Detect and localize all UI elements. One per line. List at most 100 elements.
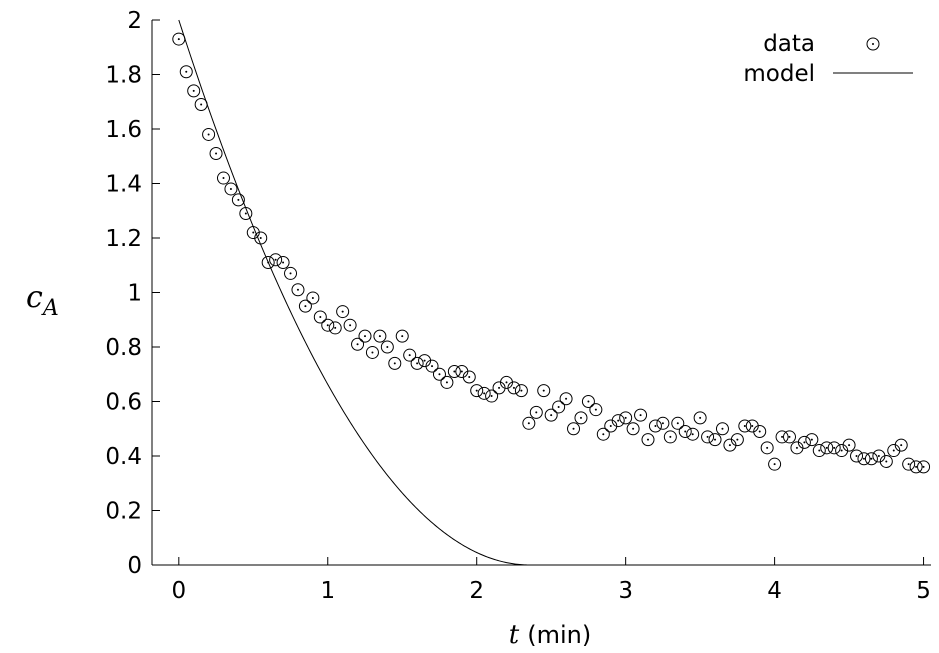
data-point [358, 329, 372, 343]
data-point [276, 256, 290, 270]
data-point [380, 340, 394, 354]
data-point [202, 127, 216, 141]
data-point [760, 441, 774, 455]
y-tick-label: 1.4 [105, 172, 142, 198]
data-point [410, 356, 424, 370]
data-point [797, 435, 811, 449]
data-point [395, 329, 409, 343]
data-point [425, 359, 439, 373]
data-point [306, 291, 320, 305]
data-point [596, 427, 610, 441]
data-point [403, 348, 417, 362]
data-point [671, 416, 685, 430]
data-point [231, 193, 245, 207]
data-point [529, 405, 543, 419]
x-tick-label: 2 [469, 578, 484, 604]
data-point [269, 253, 283, 267]
data-point [209, 147, 223, 161]
data-point [686, 427, 700, 441]
data-point [567, 422, 581, 436]
y-ticks: 0 0.2 0.4 0.6 0.8 1 1.2 1.4 1.6 1.8 2 [105, 8, 160, 579]
data-point [485, 389, 499, 403]
y-tick-label: 0 [127, 553, 142, 579]
x-axis-label: t (min) [509, 620, 591, 650]
data-point [879, 454, 893, 468]
data-point [827, 441, 841, 455]
data-point [254, 231, 268, 245]
data-points [172, 32, 931, 474]
data-point [730, 433, 744, 447]
data-point [172, 32, 186, 46]
data-point [753, 424, 767, 438]
data-point [291, 283, 305, 297]
x-tick-label: 4 [767, 578, 782, 604]
data-point [701, 430, 715, 444]
data-point [842, 438, 856, 452]
data-point [351, 337, 365, 351]
data-point [634, 408, 648, 422]
data-point [462, 370, 476, 384]
data-point [298, 299, 312, 313]
x-tick-label: 3 [618, 578, 633, 604]
data-point [432, 367, 446, 381]
data-point [239, 206, 253, 220]
data-point [738, 419, 752, 433]
data-point [313, 310, 327, 324]
data-point [514, 384, 528, 398]
x-tick-label: 0 [171, 578, 186, 604]
y-tick-label: 1.8 [105, 63, 142, 89]
data-point [447, 365, 461, 379]
data-point [678, 424, 692, 438]
data-point [611, 414, 625, 428]
x-ticks: 0 1 2 3 4 5 [171, 557, 931, 604]
data-point [537, 384, 551, 398]
data-point [902, 457, 916, 471]
data-point [388, 356, 402, 370]
data-point [284, 266, 298, 280]
data-point [261, 256, 275, 270]
data-point [648, 419, 662, 433]
data-point [581, 395, 595, 408]
data-point [857, 452, 871, 466]
legend-marker-data [866, 37, 880, 51]
data-point [552, 400, 566, 414]
data-point [805, 433, 819, 447]
data-point [522, 416, 536, 430]
data-point [507, 381, 521, 395]
data-point [894, 438, 908, 452]
data-point [365, 345, 379, 359]
data-point [187, 84, 201, 98]
data-point [373, 329, 387, 343]
data-point [336, 305, 350, 319]
data-point [559, 392, 573, 406]
data-point [812, 444, 826, 458]
data-point [194, 97, 208, 111]
data-point [179, 65, 193, 79]
data-point [216, 171, 230, 185]
x-tick-label: 1 [320, 578, 335, 604]
data-point [715, 422, 729, 436]
y-tick-label: 0.4 [105, 444, 142, 470]
legend-label-model: model [743, 61, 815, 87]
data-point [820, 441, 834, 455]
data-point [693, 411, 707, 425]
data-point [544, 408, 558, 422]
data-point [917, 460, 931, 474]
data-point [708, 433, 722, 447]
data-point [782, 430, 796, 444]
model-curve [178, 19, 924, 566]
data-point [656, 416, 670, 430]
data-point [909, 460, 923, 474]
y-tick-label: 0.6 [105, 390, 142, 416]
data-point [224, 182, 238, 196]
y-axis-label: cA [26, 280, 59, 321]
y-tick-label: 0.8 [105, 335, 142, 361]
data-point [343, 318, 357, 332]
y-tick-label: 1 [127, 281, 142, 307]
data-point [470, 384, 484, 398]
data-point [641, 433, 655, 447]
data-point [574, 411, 588, 425]
data-point [619, 411, 633, 425]
data-point [477, 386, 491, 400]
